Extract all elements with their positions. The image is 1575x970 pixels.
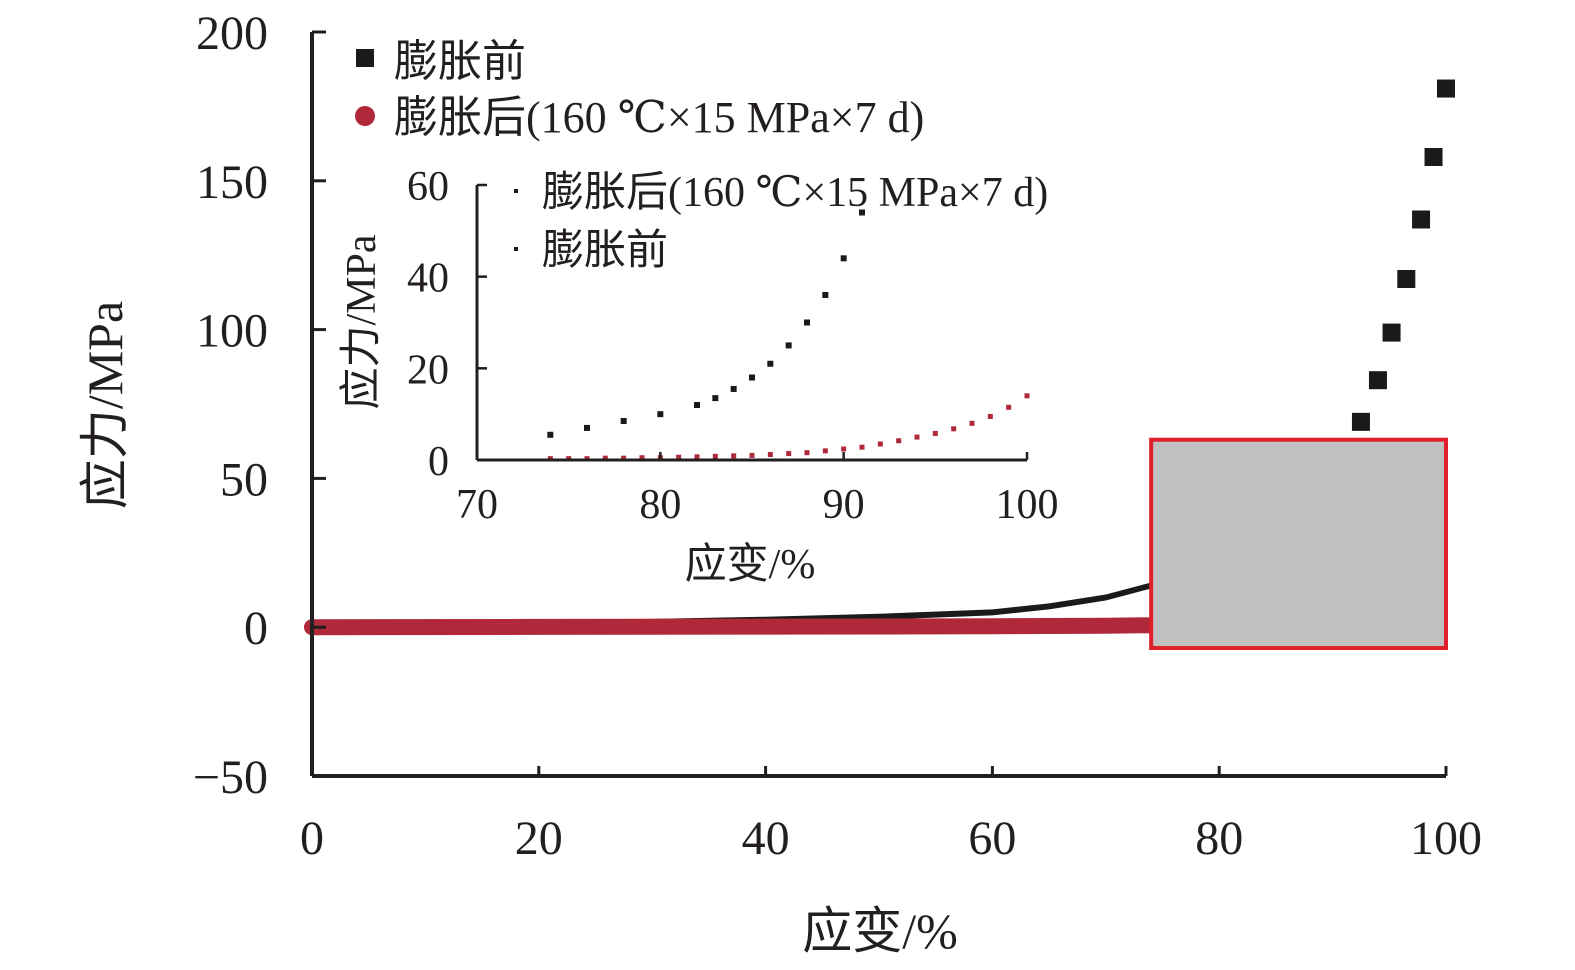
main-x-axis-label: 应变/% <box>802 903 958 959</box>
main-x-tick-label: 80 <box>1195 812 1243 865</box>
inset-after-point <box>951 426 957 432</box>
inset-y-axis-label: 应力/MPa <box>338 234 385 409</box>
main-x-tick-label: 60 <box>968 812 1016 865</box>
inset-before-point <box>804 319 810 326</box>
inset-before-point <box>767 360 774 367</box>
inset-y-tick-label: 60 <box>407 164 449 210</box>
legend-marker-before-square <box>356 49 374 67</box>
main-y-tick-label: 50 <box>220 453 268 506</box>
inset-after-point <box>969 420 975 426</box>
main-x-tick-label: 100 <box>1410 812 1482 865</box>
inset-before-point <box>859 209 865 216</box>
before-point <box>1412 210 1431 229</box>
inset-x-tick-label: 90 <box>823 482 865 528</box>
inset-y-tick-label: 0 <box>428 439 449 485</box>
inset-legend: 膨胀后(160 ℃×15 MPa×7 d) 膨胀前 <box>514 170 1048 274</box>
before-point <box>1424 147 1443 166</box>
inset-after-point <box>602 455 608 461</box>
inset-after-point <box>932 430 938 436</box>
inset-legend-marker-before <box>514 247 518 251</box>
main-y-tick-label: 0 <box>244 602 268 655</box>
inset-plot: 70 80 90 100 0 20 40 60 应变/% 应力/MPa 膨胀后(160 ℃×1… <box>338 164 1059 588</box>
inset-after-point <box>1006 404 1012 410</box>
inset-y-tick-label: 20 <box>407 347 449 393</box>
before-dense-points-band <box>312 573 1174 629</box>
legend-marker-after-circle <box>355 106 375 126</box>
legend-label-after: 膨胀后(160 ℃×15 MPa×7 d) <box>394 93 924 142</box>
before-point <box>1437 79 1455 98</box>
inset-after-point <box>804 450 810 456</box>
before-point <box>1351 412 1370 431</box>
inset-x-axis-label: 应变/% <box>685 541 816 588</box>
inset-before-point <box>730 385 737 392</box>
inset-before-point <box>822 292 829 298</box>
inset-after-point <box>1024 393 1030 399</box>
inset-after-point <box>749 452 755 458</box>
inset-y-tick-label: 40 <box>407 256 449 302</box>
inset-before-point <box>620 418 627 425</box>
highlight-box <box>1149 437 1449 651</box>
inset-after-point <box>841 446 847 452</box>
inset-before-point <box>657 411 664 418</box>
inset-after-point <box>896 438 902 444</box>
inset-after-point <box>639 455 645 461</box>
inset-after-point <box>676 454 682 460</box>
main-x-tick-label: 20 <box>515 812 563 865</box>
main-x-tick-label: 0 <box>300 812 324 865</box>
main-y-tick-label: −50 <box>193 751 268 804</box>
before-point <box>1397 270 1416 289</box>
inset-before-point <box>694 402 700 408</box>
inset-after-point <box>877 441 883 447</box>
inset-before-point <box>785 342 792 349</box>
inset-x-tick-label: 70 <box>456 482 498 528</box>
main-legend: 膨胀前 膨胀后(160 ℃×15 MPa×7 d) <box>355 37 924 142</box>
inset-after-point <box>822 448 828 454</box>
inset-after-point <box>786 451 792 457</box>
inset-after-point <box>859 444 865 450</box>
inset-x-tick-label: 100 <box>996 482 1059 528</box>
inset-after-point <box>712 453 718 459</box>
inset-x-tick-label: 80 <box>639 482 681 528</box>
inset-after-point <box>914 434 920 440</box>
inset-axes: 70 80 90 100 0 20 40 60 <box>407 164 1059 528</box>
inset-after-point <box>987 413 993 419</box>
inset-legend-label-after: 膨胀后(160 ℃×15 MPa×7 d) <box>542 170 1048 216</box>
main-y-tick-label: 200 <box>196 7 268 60</box>
inset-before-point <box>749 374 755 381</box>
before-point <box>1382 323 1401 342</box>
before-point <box>1368 371 1387 390</box>
inset-legend-marker-after <box>514 189 518 193</box>
main-y-axis-label: 应力/MPa <box>77 301 133 509</box>
inset-before-point <box>840 255 847 262</box>
inset-before-point <box>712 395 719 402</box>
inset-after-point <box>731 453 737 459</box>
main-y-tick-label: 100 <box>196 305 268 358</box>
legend-label-before: 膨胀前 <box>394 37 526 86</box>
inset-legend-label-before: 膨胀前 <box>542 228 668 274</box>
inset-after-point <box>621 455 627 461</box>
inset-after-point <box>767 452 773 457</box>
inset-before-point <box>547 431 554 438</box>
main-y-tick-label: 150 <box>196 156 268 209</box>
inset-after-point <box>694 454 700 460</box>
main-x-tick-label: 40 <box>742 812 790 865</box>
inset-before-point <box>584 424 590 431</box>
